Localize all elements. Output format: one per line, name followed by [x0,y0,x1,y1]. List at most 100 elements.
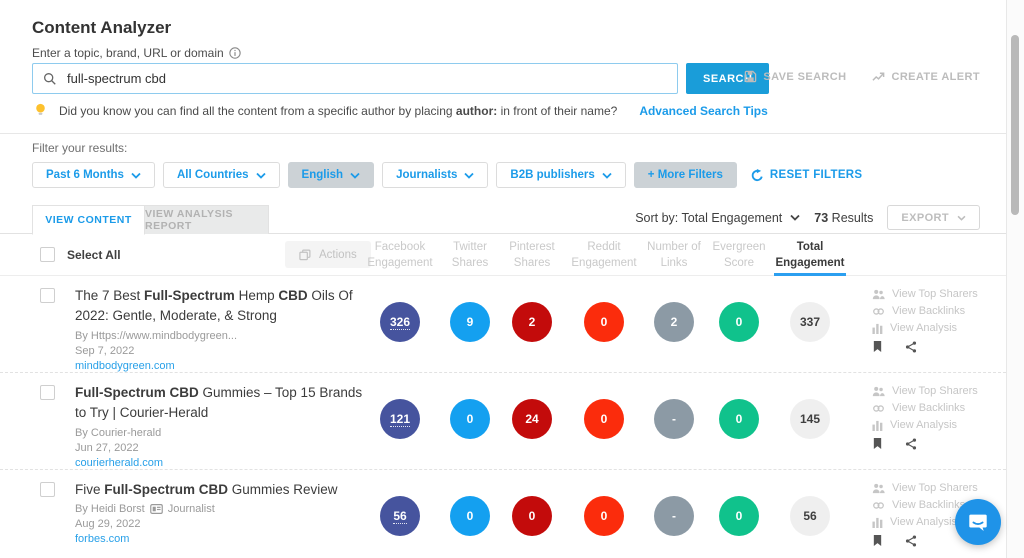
column-header-pinterest-shares[interactable]: Pinterest Shares [509,241,555,269]
save-search-button[interactable]: SAVE SEARCH [744,70,846,83]
advanced-search-tips-link[interactable]: Advanced Search Tips [639,103,768,118]
filter-dropdown-english[interactable]: English [287,162,375,188]
article-info: Full-Spectrum CBD Gummies – Top 15 Brand… [75,383,367,469]
article-title[interactable]: Full-Spectrum CBD Gummies – Top 15 Brand… [75,385,363,421]
chevron-down-icon [255,172,266,179]
bookmark-button[interactable] [872,340,883,358]
chevron-down-icon [790,214,800,221]
metric-circle-6[interactable]: 145 [790,399,830,439]
more-filters-button[interactable]: + More Filters [633,162,737,188]
column-header-total-engagement[interactable]: Total Engagement [775,241,845,269]
metric-circle-3[interactable]: 0 [584,496,624,536]
article-domain-link[interactable]: forbes.com [75,533,130,546]
metric-circle-2[interactable]: 24 [512,399,552,439]
tab-view-content[interactable]: VIEW CONTENT [32,205,145,235]
search-box[interactable] [32,63,678,94]
metric-circle-2[interactable]: 2 [512,302,552,342]
filter-dropdown-b2b-publishers[interactable]: B2B publishers [496,162,626,188]
actions-icon [299,249,311,260]
byline-text: By Https://www.mindbodygreen... [75,329,238,342]
chat-widget-button[interactable] [955,499,1001,545]
filter-label: Past 6 Months [46,169,124,181]
actions-button[interactable]: Actions [285,241,371,268]
scrollbar-track[interactable] [1006,0,1024,558]
view-backlinks-link[interactable]: View Backlinks [872,402,978,414]
results-count-word: Results [831,210,874,225]
metric-circle-4[interactable]: - [654,399,694,439]
bookmark-button[interactable] [872,534,883,552]
row-checkbox[interactable] [40,288,55,303]
filter-section-label: Filter your results: [32,141,128,155]
chevron-down-icon [464,172,475,179]
view-top-sharers-link[interactable]: View Top Sharers [872,385,978,397]
info-icon[interactable] [228,47,241,59]
row-checkbox[interactable] [40,482,55,497]
view-top-sharers-link[interactable]: View Top Sharers [872,288,978,300]
article-info: The 7 Best Full-Spectrum Hemp CBD Oils O… [75,286,367,372]
sort-by-dropdown[interactable]: Sort by: Total Engagement [635,211,800,225]
search-input[interactable] [67,71,667,86]
reset-filters-button[interactable]: RESET FILTERS [751,168,863,182]
bookmark-button[interactable] [872,437,883,455]
metric-circle-0[interactable]: 121 [380,399,420,439]
metric-circle-1[interactable]: 9 [450,302,490,342]
metric-circle-1[interactable]: 0 [450,496,490,536]
result-row: The 7 Best Full-Spectrum Hemp CBD Oils O… [0,276,1006,373]
metric-circle-5[interactable]: 0 [719,302,759,342]
share-icon [905,341,917,353]
metric-circle-5[interactable]: 0 [719,399,759,439]
article-domain-link[interactable]: courierherald.com [75,456,164,469]
column-header-reddit-engagement[interactable]: Reddit Engagement [571,241,637,269]
metric-circle-4[interactable]: - [654,496,694,536]
view-backlinks-link[interactable]: View Backlinks [872,305,978,317]
share-button[interactable] [905,340,917,358]
chevron-down-icon [350,172,360,179]
metric-circle-1[interactable]: 0 [450,399,490,439]
article-byline: By Courier-herald [75,427,367,439]
filter-dropdown-journalists[interactable]: Journalists [382,162,489,188]
results-count-number: 73 [814,210,829,225]
lightbulb-icon [36,103,45,115]
view-top-sharers-link[interactable]: View Top Sharers [872,482,978,494]
bar-chart-icon [872,420,883,431]
metric-circle-4[interactable]: 2 [654,302,694,342]
row-checkbox[interactable] [40,385,55,400]
select-all-checkbox[interactable] [40,247,55,262]
metric-circle-2[interactable]: 0 [512,496,552,536]
view-analysis-link[interactable]: View Analysis [872,322,978,334]
view-analysis-link[interactable]: View Analysis [872,516,978,528]
row-action-icons [872,534,978,552]
column-header-facebook-engagement[interactable]: Facebook Engagement [367,241,433,269]
row-actions: View Top Sharers View Backlinks View Analy… [872,288,978,358]
bookmark-icon [873,535,882,546]
bookmark-icon [873,341,882,352]
filter-dropdown-all-countries[interactable]: All Countries [162,162,280,188]
view-analysis-link[interactable]: View Analysis [872,419,978,431]
article-title[interactable]: The 7 Best Full-Spectrum Hemp CBD Oils O… [75,288,353,324]
reset-icon [751,168,763,181]
column-header-number-of-links[interactable]: Number of Links [647,241,701,269]
article-title[interactable]: Five Full-Spectrum CBD Gummies Review [75,482,338,497]
filter-dropdown-past-6-months[interactable]: Past 6 Months [32,162,155,188]
column-header-twitter-shares[interactable]: Twitter Shares [451,241,489,269]
metric-circle-0[interactable]: 326 [380,302,420,342]
create-alert-button[interactable]: CREATE ALERT [872,70,980,83]
article-domain-link[interactable]: mindbodygreen.com [75,359,175,372]
scrollbar-thumb[interactable] [1011,35,1019,215]
export-button[interactable]: EXPORT [887,205,980,230]
metric-circle-0[interactable]: 56 [380,496,420,536]
tip-bold: author: [455,103,498,118]
metric-circle-5[interactable]: 0 [719,496,759,536]
share-button[interactable] [905,437,917,455]
article-date: Jun 27, 2022 [75,441,139,454]
column-header-evergreen-score[interactable]: Evergreen Score [712,241,766,269]
metric-circle-3[interactable]: 0 [584,302,624,342]
metric-circle-6[interactable]: 337 [790,302,830,342]
metric-circle-3[interactable]: 0 [584,399,624,439]
view-backlinks-link[interactable]: View Backlinks [872,499,978,511]
share-button[interactable] [905,534,917,552]
row-action-label: View Top Sharers [892,288,978,300]
filter-label: B2B publishers [510,169,595,181]
tab-view-analysis-report[interactable]: VIEW ANALYSIS REPORT [145,205,269,234]
metric-circle-6[interactable]: 56 [790,496,830,536]
